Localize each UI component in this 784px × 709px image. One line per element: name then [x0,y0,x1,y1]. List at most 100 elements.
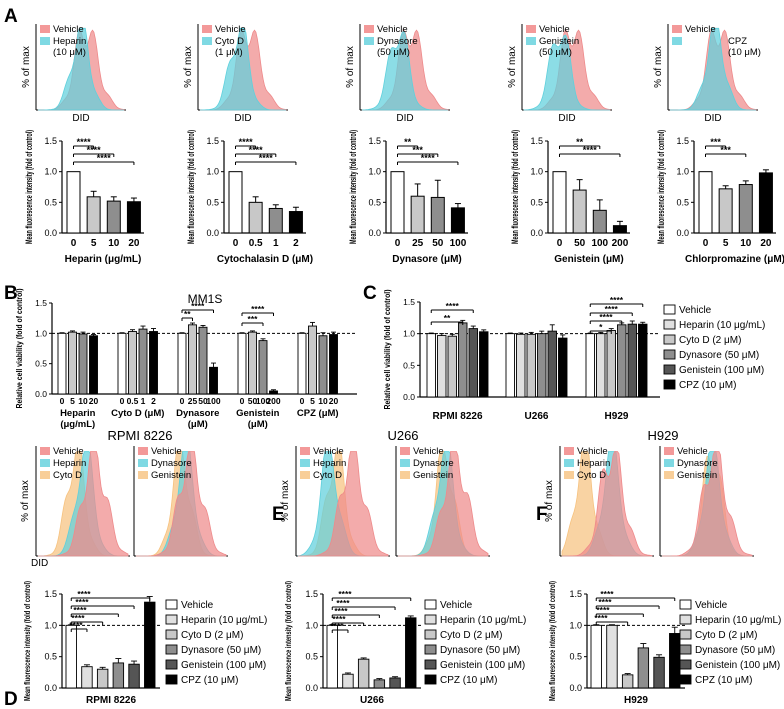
chart-a2-ytick-label: 0.5 [206,197,219,207]
chart-d-legend-label-3: Cyto D (2 μM) [181,630,243,641]
hist-a3-ylabel: % of max [345,46,356,88]
chart-f-hist-legend-2-label-1: Vehicle [677,446,708,457]
chart-a2-xtick-label-3: 1 [273,238,279,249]
chart-a2-ytick-label: 0.0 [206,228,219,238]
hist-a2-xlabel: DID [234,113,251,124]
chart-c-legend-swatch-2 [663,319,676,330]
chart-d-sig-label-5: **** [77,589,91,599]
chart-e-hist-legend-1-label-3: Cyto D [313,470,342,481]
chart-b-bar-g2-2 [128,331,137,395]
chart-c-bar-g1-2 [437,335,447,398]
chart-a2-ytick-label: 1.0 [206,167,219,177]
chart-b-bar-g1-1 [57,332,67,395]
chart-b-bar-g4-4 [269,390,278,395]
hist-a5-legend-2a: CPZ [728,36,747,47]
chart-c-legend-swatch-1 [663,304,676,315]
chart-b-bar-g4-1 [237,332,247,395]
chart-d-sig-label-1: **** [69,620,83,630]
chart-e-xlabel: U266 [360,695,384,706]
chart-c-sig-label-2: **** [446,301,460,311]
chart-a2-bar-3 [268,207,283,234]
chart-b-bar-g4-2 [248,331,257,395]
chart-d-hist-legend-2-label-3: Genistein [151,470,191,481]
chart-e-ylabel: Mean fluorescence intensity (fold of con… [283,581,293,701]
chart-a5-bar-1 [698,171,713,234]
chart-d-hist-legend-1-swatch-2 [40,459,50,467]
hist-a1-legend-2a: Heparin [53,36,86,47]
chart-b-bar-g3-2 [188,324,197,395]
chart-f-title: H929 [647,428,678,443]
chart-f-ytick-label: 1.5 [569,589,582,599]
chart-e-legend-swatch-6 [424,674,437,685]
chart-f-legend-label-4: Dynasore (50 μM) [695,645,775,656]
chart-a1-sig-label-3: **** [97,153,112,163]
hist-a5-legend-2b: (10 μM) [728,47,761,58]
chart-a1-bar-3 [106,200,121,234]
chart-b-xtick-label: 50 [248,396,258,406]
chart-b-bar-g4-3 [258,340,268,395]
hist-a2-swatch-2 [202,37,212,45]
chart-b-xtick-label: 10 [78,396,88,406]
chart-b-xtick-label: 10 [318,396,328,406]
chart-e-legend-label-6: CPZ (10 μM) [440,675,497,686]
chart-a1-xtick-label-1: 0 [71,238,77,249]
chart-d-legend-swatch-6 [165,674,178,685]
chart-a4-xlabel: Genistein (μM) [554,254,623,265]
chart-a4-ytick-label: 1.5 [530,136,543,146]
chart-f-legend-swatch-3 [679,629,692,640]
chart-f-xlabel: H929 [624,695,648,706]
chart-a3-bar-4 [450,207,465,234]
chart-a1-sig-label-1: **** [77,137,92,147]
chart-b-bar-g5-1 [297,332,307,395]
chart-c-group-label-2: U266 [525,411,549,422]
chart-a4-ytick-label: 1.0 [530,167,543,177]
chart-b-bar-g3-1 [177,332,187,395]
chart-d-hist-xlabel: DID [31,558,48,569]
chart-e-hist-legend-1-swatch-1 [300,447,310,455]
chart-c-legend-label-3: Cyto D (2 μM) [679,335,741,346]
hist-a3-legend-2b: (50 μM) [377,47,410,58]
hist-a2-ylabel: % of max [183,46,194,88]
chart-f-hist-legend-1-label-2: Heparin [577,458,610,469]
hist-a1-ylabel: % of max [21,46,32,88]
panel-label-e: E [272,504,285,525]
chart-f-hist-legend-2-swatch-2 [664,459,674,467]
chart-e-legend-label-5: Genistein (100 μM) [440,660,525,671]
chart-a1-xtick-label-3: 10 [108,238,120,249]
chart-c-bar-g3-1 [585,333,595,398]
chart-e-legend-swatch-5 [424,659,437,670]
chart-d-hist-legend-1-label-3: Cyto D [53,470,82,481]
chart-a4-bar-2 [572,189,587,234]
chart-b-sig-label-1: ** [184,309,191,319]
chart-a2-xtick-label-1: 0 [233,238,239,249]
chart-e-hist-legend-1-swatch-3 [300,471,310,479]
chart-b-group-label-1b: (μg/mL) [60,419,95,430]
chart-f-legend-label-2: Heparin (10 μg/mL) [695,615,781,626]
chart-e-hist-legend-1-label-2: Heparin [313,458,346,469]
chart-b-ytick-label: 0.5 [35,359,47,369]
chart-e-title: U266 [387,428,418,443]
chart-b-ytick-label: 0.0 [35,389,47,399]
chart-b-xtick-label: 100 [206,396,220,406]
chart-c-sig-label-1: ** [444,313,451,323]
chart-b-xtick-label: 0 [60,396,65,406]
chart-f-hist-legend-2-swatch-3 [664,471,674,479]
chart-f-ytick-label: 0.0 [569,683,582,693]
chart-d-hist-legend-1-swatch-3 [40,471,50,479]
hist-a5-curve-2 [670,27,756,111]
chart-b-bar-g5-2 [308,325,317,395]
chart-d-legend-label-2: Heparin (10 μg/mL) [181,615,267,626]
chart-c-legend-swatch-4 [663,349,676,360]
chart-d-bar-5 [128,663,140,689]
chart-b-sig-label-2: **** [191,301,205,311]
chart-a3-bar-1 [390,171,405,234]
chart-e-legend-swatch-3 [424,629,437,640]
hist-a2-legend-2a: Cyto D [215,36,244,47]
chart-c-ylabel: Relative cell viability (fold of control… [382,289,392,409]
chart-a2-xtick-label-4: 2 [293,238,299,249]
chart-a3-ytick-label: 0.5 [368,197,381,207]
chart-d-bar-2 [81,666,93,689]
chart-e-hist-legend-2-label-2: Dynasore [413,458,454,469]
hist-a4-legend-2a: Genistein [539,36,579,47]
chart-a2-bar-1 [228,171,243,234]
